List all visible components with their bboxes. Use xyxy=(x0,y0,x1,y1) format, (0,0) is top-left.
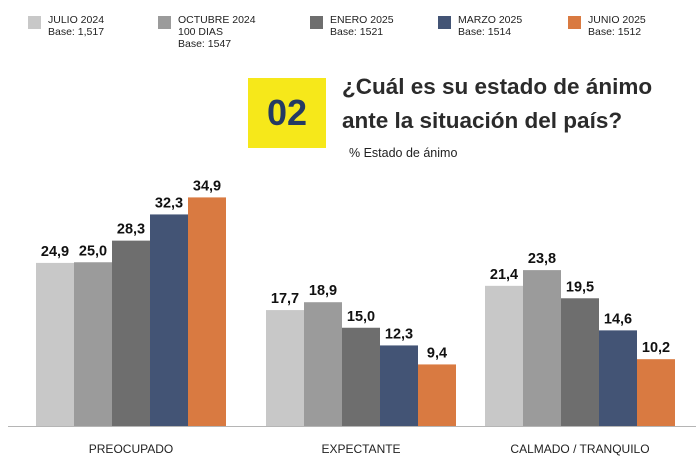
bar-4-2 xyxy=(380,345,418,426)
bar-2-3 xyxy=(523,270,561,426)
legend-series-base: Base: 1512 xyxy=(588,26,642,38)
legend-series-base: Base: 1514 xyxy=(458,26,512,38)
data-label: 10,2 xyxy=(642,340,670,356)
legend-series-name: ENERO 2025 xyxy=(330,14,394,26)
legend-series-name: JUNIO 2025 xyxy=(588,14,646,26)
bar-5-3 xyxy=(637,359,675,426)
legend-swatch xyxy=(438,16,451,29)
data-label: 17,7 xyxy=(271,291,299,307)
bar-3-2 xyxy=(342,327,380,426)
data-label: 21,4 xyxy=(490,267,518,283)
data-label: 19,5 xyxy=(566,279,594,295)
legend-series-base: 100 DIAS xyxy=(178,26,223,38)
question-number-badge: 02 xyxy=(248,78,326,148)
data-label: 28,3 xyxy=(117,222,145,238)
legend-series-name: MARZO 2025 xyxy=(458,14,523,26)
bar-5-2 xyxy=(418,364,456,426)
data-label: 32,3 xyxy=(155,195,183,211)
question-number: 02 xyxy=(266,92,308,133)
legend-swatch xyxy=(28,16,41,29)
data-label: 23,8 xyxy=(528,251,556,267)
question-title-line-2: ante la situación del país? xyxy=(342,108,623,133)
data-label: 34,9 xyxy=(193,178,221,194)
question-title-line-1: ¿Cuál es su estado de ánimo xyxy=(342,74,653,99)
legend-series-base: Base: 1521 xyxy=(330,26,384,38)
legend-series-name: OCTUBRE 2024 xyxy=(178,14,256,26)
legend-swatch xyxy=(158,16,171,29)
data-label: 14,6 xyxy=(604,311,632,327)
category-label: CALMADO / TRANQUILO xyxy=(510,442,649,456)
bar-3-1 xyxy=(112,240,150,426)
legend-swatch xyxy=(310,16,323,29)
bar-1-3 xyxy=(485,285,523,426)
bar-4-3 xyxy=(599,330,637,426)
data-label: 12,3 xyxy=(385,326,413,342)
chart-subtitle: % Estado de ánimo xyxy=(349,146,458,160)
bar-1-1 xyxy=(36,262,74,426)
bar-3-3 xyxy=(561,298,599,426)
data-label: 15,0 xyxy=(347,309,375,325)
legend-swatch xyxy=(568,16,581,29)
legend-series-base: Base: 1547 xyxy=(178,38,232,50)
bar-2-1 xyxy=(74,262,112,426)
category-label: PREOCUPADO xyxy=(89,442,173,456)
legend-series-base: Base: 1,517 xyxy=(48,26,105,38)
legend-series-name: JULIO 2024 xyxy=(48,14,105,26)
legend: JULIO 2024 Base: 1,517 OCTUBRE 2024 100 DIA… xyxy=(28,14,688,50)
data-label: 18,9 xyxy=(309,283,337,299)
bar-1-2 xyxy=(266,310,304,426)
bar-4-1 xyxy=(150,214,188,426)
data-label: 9,4 xyxy=(427,345,447,361)
bar-2-2 xyxy=(304,302,342,426)
bar-5-1 xyxy=(188,197,226,426)
data-label: 25,0 xyxy=(79,243,107,259)
category-label: EXPECTANTE xyxy=(321,442,400,456)
data-label: 24,9 xyxy=(41,244,69,260)
